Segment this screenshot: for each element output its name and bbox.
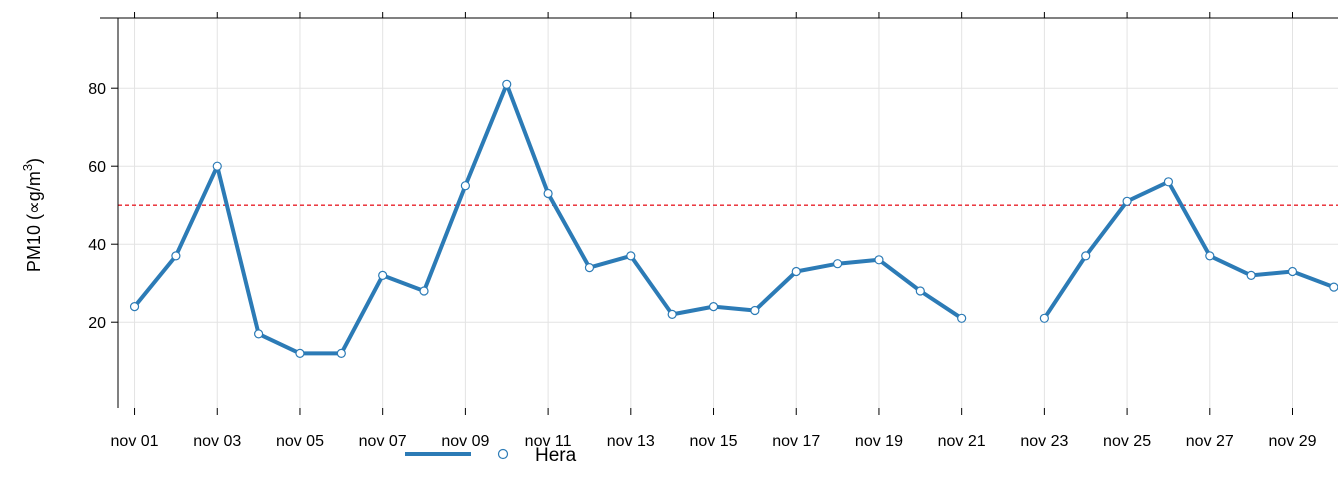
data-point: [1163, 177, 1174, 187]
x-tick-label: nov 01: [111, 433, 159, 450]
data-point: [791, 266, 801, 277]
data-point: [832, 259, 843, 269]
data-point: [543, 188, 553, 199]
x-tick-label: nov 25: [1103, 433, 1151, 450]
legend: Hera: [405, 445, 577, 466]
data-point: [336, 348, 346, 358]
series-layer: [129, 79, 1338, 358]
x-tick-label: nov 21: [938, 433, 986, 450]
x-tick-label: nov 23: [1020, 433, 1068, 450]
grid-lines: [118, 18, 1338, 408]
data-point: [708, 302, 719, 312]
data-point: [378, 270, 388, 280]
y-tick-label: 60: [88, 159, 106, 176]
x-tick-label: nov 09: [441, 433, 489, 450]
data-point: [957, 313, 967, 323]
y-tick-label: 40: [88, 237, 106, 254]
legend-label: Hera: [535, 445, 577, 466]
data-point: [502, 79, 512, 89]
data-point: [1039, 313, 1049, 323]
data-point: [1287, 266, 1298, 277]
y-tick-label: 80: [88, 81, 106, 98]
data-point: [419, 286, 429, 296]
data-point: [1329, 282, 1338, 292]
x-tick-label: nov 11: [525, 433, 572, 450]
x-axis-ticks: nov 01 nov 03 nov 05 nov 07 nov 09 nov 11 nov …: [111, 12, 1317, 450]
x-tick-label: nov 15: [690, 433, 738, 450]
x-tick-label: nov 13: [607, 433, 655, 450]
data-point: [1081, 251, 1091, 261]
data-point: [171, 251, 181, 261]
data-point: [212, 161, 222, 171]
data-point: [1205, 251, 1215, 261]
data-point: [584, 263, 595, 273]
y-axis-ticks: 20 40 60 80: [88, 81, 118, 332]
data-point: [915, 286, 925, 296]
data-point: [750, 305, 760, 316]
legend-point-swatch: [497, 448, 509, 460]
data-point: [460, 181, 470, 191]
x-tick-label: nov 27: [1186, 433, 1234, 450]
data-point: [254, 329, 264, 339]
data-point: [1122, 196, 1132, 206]
data-point: [874, 255, 884, 265]
data-point: [667, 309, 677, 319]
data-point: [626, 251, 636, 261]
x-tick-label: nov 03: [193, 433, 241, 450]
data-point: [295, 348, 305, 358]
x-tick-label: nov 17: [772, 433, 820, 450]
x-tick-label: nov 07: [359, 433, 407, 450]
x-tick-label: nov 29: [1268, 433, 1316, 450]
data-point: [1246, 270, 1256, 280]
series-line-hera: [1042, 179, 1336, 321]
data-point: [129, 302, 140, 312]
x-tick-label: nov 05: [276, 433, 324, 450]
axes: [100, 17, 1338, 408]
x-tick-label: nov 19: [855, 433, 903, 450]
y-tick-label: 20: [88, 315, 106, 332]
y-axis-label: PM10 (∝g/m3): [20, 158, 44, 272]
